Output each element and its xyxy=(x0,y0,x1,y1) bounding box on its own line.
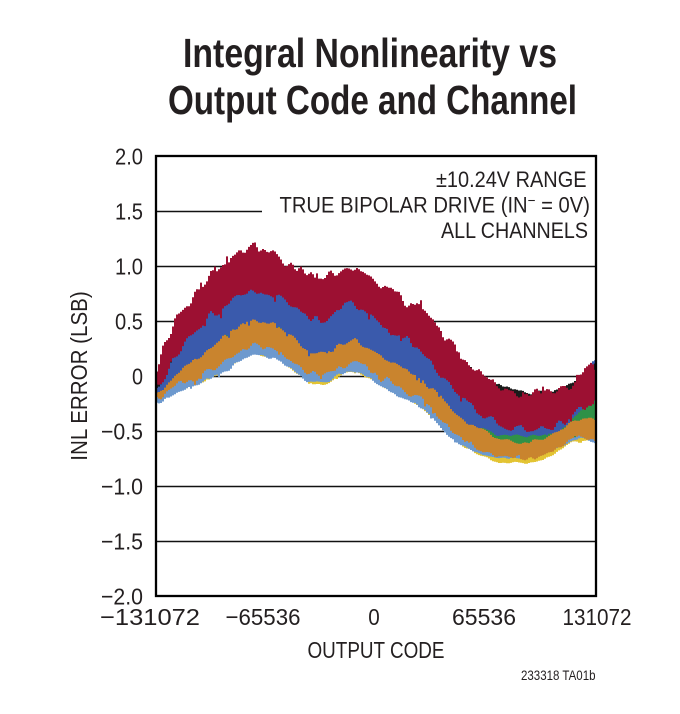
svg-text:−65536: −65536 xyxy=(226,604,301,630)
svg-text:−1.5: −1.5 xyxy=(101,529,143,555)
svg-text:−2.0: −2.0 xyxy=(101,584,143,610)
svg-text:1.0: 1.0 xyxy=(115,254,143,280)
svg-text:233318 TA01b: 233318 TA01b xyxy=(521,668,596,683)
svg-text:−0.5: −0.5 xyxy=(101,419,143,445)
svg-text:1.5: 1.5 xyxy=(115,199,143,225)
svg-text:131072: 131072 xyxy=(563,604,632,630)
svg-text:TRUE BIPOLAR DRIVE (IN− = 0V): TRUE BIPOLAR DRIVE (IN− = 0V) xyxy=(280,193,591,218)
svg-text:ALL CHANNELS: ALL CHANNELS xyxy=(441,218,588,243)
svg-text:0.5: 0.5 xyxy=(115,309,143,335)
svg-text:0: 0 xyxy=(368,604,380,630)
svg-text:Integral Nonlinearity vs: Integral Nonlinearity vs xyxy=(183,30,557,76)
svg-text:2.0: 2.0 xyxy=(115,144,143,170)
svg-text:65536: 65536 xyxy=(452,604,516,630)
svg-text:INL ERROR (LSB): INL ERROR (LSB) xyxy=(66,291,92,461)
svg-text:OUTPUT CODE: OUTPUT CODE xyxy=(308,637,445,663)
svg-text:0: 0 xyxy=(132,364,143,390)
svg-text:±10.24V RANGE: ±10.24V RANGE xyxy=(436,167,587,192)
svg-text:−1.0: −1.0 xyxy=(101,474,143,500)
svg-text:Output Code and Channel: Output Code and Channel xyxy=(168,77,577,123)
svg-text:−131072: −131072 xyxy=(100,604,200,630)
